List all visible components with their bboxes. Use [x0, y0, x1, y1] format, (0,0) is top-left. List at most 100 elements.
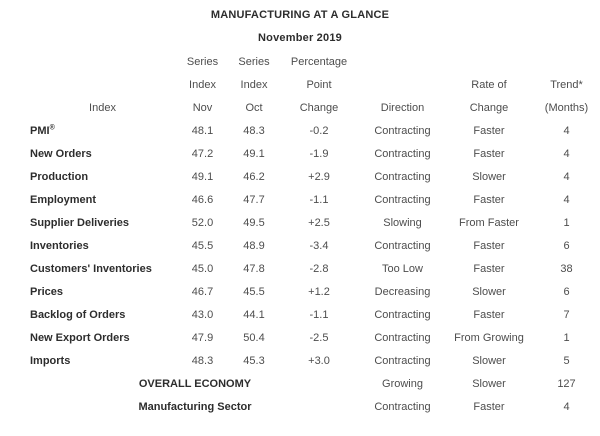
cell-rate-of-change: From Faster: [459, 216, 519, 229]
cell-point-change: -1.9: [309, 147, 329, 160]
header-cell-oct: Oct: [245, 101, 263, 114]
cell-oct-index: 48.3: [243, 124, 265, 137]
cell-oct-index: 47.7: [243, 193, 265, 206]
header-cell-change: Change: [299, 101, 339, 114]
page-subtitle: November 2019: [258, 32, 342, 44]
cell-oct-index: 47.8: [243, 262, 265, 275]
cell-rate-of-change: From Growing: [454, 331, 524, 344]
cell-point-change: +2.5: [308, 216, 330, 229]
cell-point-change: -0.2: [309, 124, 329, 137]
header-cell-nov: Nov: [192, 101, 213, 114]
cell-direction: Contracting: [374, 331, 431, 344]
cell-trend-months: 4: [563, 170, 570, 183]
row-label-cell: Production: [0, 165, 175, 188]
cell-oct-index: 45.5: [243, 285, 265, 298]
table-row: PMI® 48.1 48.3 -0.2 Contracting Faster 4: [0, 119, 600, 142]
cell-rate-of-change: Faster: [473, 262, 505, 275]
row-label: New Export Orders: [30, 331, 130, 344]
header-cell-direction: [360, 73, 445, 96]
cell-point-change: -2.8: [309, 262, 329, 275]
table-row: Imports 48.3 45.3 +3.0 Contracting Slowe…: [0, 349, 600, 372]
header-cell-direction: Direction: [380, 101, 425, 114]
cell-rate-of-change: Slower: [472, 377, 506, 390]
cell-oct-index: 49.5: [243, 216, 265, 229]
row-label: Production: [30, 170, 89, 183]
table-header: Series Series Percentage Index Index Poi…: [0, 50, 600, 119]
summary-row: Manufacturing Sector Contracting Faster …: [0, 395, 600, 418]
summary-label: Manufacturing Sector: [138, 400, 252, 413]
header-row: Index Nov Oct Change Direction Change (M…: [0, 96, 600, 119]
table-row: Employment 46.6 47.7 -1.1 Contracting Fa…: [0, 188, 600, 211]
row-label-cell: Inventories: [0, 234, 175, 257]
cell-trend-months: 6: [563, 239, 570, 252]
header-cell-index: Index: [89, 101, 116, 114]
cell-rate-of-change: Faster: [473, 124, 505, 137]
cell-rate-of-change: Faster: [473, 400, 505, 413]
cell-nov-index: 45.0: [191, 262, 214, 275]
table-row: Production 49.1 46.2 +2.9 Contracting Sl…: [0, 165, 600, 188]
cell-oct-index: 48.9: [243, 239, 265, 252]
row-label: New Orders: [30, 147, 92, 160]
cell-trend-months: 6: [563, 285, 570, 298]
cell-direction: Too Low: [382, 262, 423, 275]
summary-row: OVERALL ECONOMY Growing Slower 127: [0, 372, 600, 395]
cell-direction: Contracting: [374, 124, 431, 137]
header-cell-rate: Change: [469, 101, 509, 114]
cell-trend-months: 5: [563, 354, 570, 367]
cell-oct-index: 46.2: [243, 170, 265, 183]
header-row: Series Series Percentage: [0, 50, 600, 73]
cell-point-change: -1.1: [309, 193, 329, 206]
cell-direction: Contracting: [374, 400, 431, 413]
cell-nov-index: 48.3: [191, 354, 214, 367]
cell-oct-index: 49.1: [243, 147, 265, 160]
table-row: Inventories 45.5 48.9 -3.4 Contracting F…: [0, 234, 600, 257]
table-row: Supplier Deliveries 52.0 49.5 +2.5 Slowi…: [0, 211, 600, 234]
cell-direction: Growing: [382, 377, 423, 390]
row-label-cell: PMI®: [0, 119, 175, 142]
row-label: Inventories: [30, 239, 89, 252]
cell-nov-index: 46.7: [191, 285, 214, 298]
cell-rate-of-change: Faster: [473, 147, 505, 160]
cell-trend-months: 4: [563, 193, 570, 206]
header-cell-rate: Rate of: [471, 78, 507, 91]
row-label-cell: Backlog of Orders: [0, 303, 175, 326]
row-label-cell: Supplier Deliveries: [0, 211, 175, 234]
cell-trend-months: 4: [563, 124, 570, 137]
row-label: Customers' Inventories: [30, 262, 152, 275]
cell-nov-index: 47.9: [191, 331, 214, 344]
cell-direction: Decreasing: [374, 285, 431, 298]
row-label-cell: Prices: [0, 280, 175, 303]
manufacturing-at-a-glance-table: Series Series Percentage Index Index Poi…: [0, 50, 600, 418]
cell-rate-of-change: Slower: [472, 170, 506, 183]
cell-trend-months: 4: [563, 147, 570, 160]
table-row: Prices 46.7 45.5 +1.2 Decreasing Slower …: [0, 280, 600, 303]
cell-point-change: +3.0: [308, 354, 330, 367]
registered-trademark-symbol: ®: [49, 123, 55, 131]
cell-oct-index: 44.1: [243, 308, 265, 321]
page-title: MANUFACTURING AT A GLANCE: [210, 9, 390, 21]
summary-label: OVERALL ECONOMY: [138, 377, 252, 390]
row-label-cell: Imports: [0, 349, 175, 372]
cell-rate-of-change: Slower: [472, 354, 506, 367]
header-cell-nov: Index: [189, 78, 216, 91]
row-label: Prices: [30, 285, 64, 298]
header-cell-rate: [445, 50, 533, 73]
cell-rate-of-change: Faster: [473, 308, 505, 321]
row-label: Backlog of Orders: [30, 308, 126, 321]
row-label-cell: Employment: [0, 188, 175, 211]
cell-nov-index: 52.0: [191, 216, 214, 229]
header-cell-change: Point: [306, 78, 332, 91]
cell-rate-of-change: Faster: [473, 193, 505, 206]
table-row: New Export Orders 47.9 50.4 -2.5 Contrac…: [0, 326, 600, 349]
cell-nov-index: 47.2: [191, 147, 214, 160]
cell-trend-months: 4: [563, 400, 570, 413]
header-cell-direction: [360, 50, 445, 73]
cell-nov-index: 46.6: [191, 193, 214, 206]
header-cell-oct: Series: [238, 55, 270, 68]
header-cell-change: Percentage: [290, 55, 348, 68]
cell-trend-months: 38: [560, 262, 573, 275]
cell-rate-of-change: Slower: [472, 285, 506, 298]
cell-point-change: +2.9: [308, 170, 330, 183]
table-row: New Orders 47.2 49.1 -1.9 Contracting Fa…: [0, 142, 600, 165]
cell-point-change: +1.2: [308, 285, 330, 298]
